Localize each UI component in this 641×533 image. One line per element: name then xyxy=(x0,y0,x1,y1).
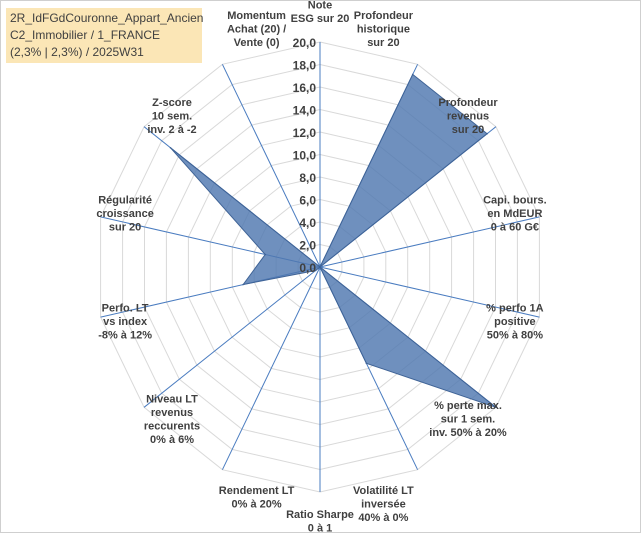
axis-label-line: ESG sur 20 xyxy=(291,13,350,25)
title-box: 2R_IdFGdCouronne_Appart_Ancien C2_Immobi… xyxy=(6,8,204,63)
axis-label-3: Profondeur revenus sur 20 xyxy=(438,97,498,136)
axis-label-2: Profondeur historique sur 20 xyxy=(354,10,414,49)
axis-label-line: vs index xyxy=(103,316,148,328)
axis-label-13: Z-score 10 sem. inv. 2 à -2 xyxy=(147,97,196,136)
axis-label-line: Régularité xyxy=(98,194,152,206)
axis-label-line: 0% à 6% xyxy=(150,434,194,446)
tick-label: 0,0 xyxy=(299,261,316,275)
tick-label: 8,0 xyxy=(299,171,316,185)
axis-label-line: Niveau LT xyxy=(146,393,198,405)
axis-label-line: Note xyxy=(308,0,332,12)
axis-label-line: Perfo. LT xyxy=(102,303,149,315)
axis-label-line: inv. 50% à 20% xyxy=(429,427,507,439)
data-point-6 xyxy=(495,406,497,409)
tick-label: 12,0 xyxy=(293,126,317,140)
axis-label-line: croissance xyxy=(96,208,153,220)
spoke-5 xyxy=(319,266,540,318)
axis-label-line: 0% à 20% xyxy=(232,498,282,510)
axis-label-line: 0 à 1 xyxy=(308,523,332,533)
axis-label-line: Ratio Sharpe xyxy=(286,509,354,521)
axis-label-line: % perte max. xyxy=(434,400,502,412)
axis-label-line: Profondeur xyxy=(438,97,498,109)
data-point-2 xyxy=(411,73,414,76)
data-point-11 xyxy=(242,283,244,286)
title-line-1: 2R_IdFGdCouronne_Appart_Ancien xyxy=(10,11,204,25)
axis-label-11: Perfo. LT vs index -8% à 12% xyxy=(98,303,152,342)
tick-label: 2,0 xyxy=(299,239,316,253)
axis-label-line: historique xyxy=(357,24,410,36)
data-point-13 xyxy=(169,147,172,149)
axis-label-7: Volatilité LT inversée 40% à 0% xyxy=(353,485,414,524)
title-line-3: (2,3% | 2,3%) / 2025W31 xyxy=(10,45,144,59)
tick-label: 4,0 xyxy=(299,216,316,230)
spoke-14 xyxy=(221,64,321,268)
axis-label-6: % perte max. sur 1 sem. inv. 50% à 20% xyxy=(429,400,507,439)
tick-label: 6,0 xyxy=(299,194,316,208)
axis-label-line: Vente (0) xyxy=(234,37,280,49)
radar-series xyxy=(169,73,497,409)
axis-label-line: Momentum xyxy=(227,10,286,22)
axis-label-1: Note ESG sur 20 xyxy=(291,0,350,25)
series-area-1 xyxy=(170,73,497,408)
radar-tick-labels: 0,0 2,0 4,0 6,0 8,0 10,0 12,0 14,0 16,0 18,0 20,0 xyxy=(293,36,317,275)
title-line-2: C2_Immobilier / 1_FRANCE xyxy=(10,28,161,42)
spoke-10 xyxy=(143,266,321,408)
axis-label-line: Profondeur xyxy=(354,10,414,22)
data-point-10 xyxy=(314,269,317,272)
axis-label-line: sur 20 xyxy=(109,221,141,233)
axis-label-line: positive xyxy=(494,316,536,328)
axis-label-line: sur 1 sem. xyxy=(441,414,495,426)
tick-label: 20,0 xyxy=(293,36,317,50)
axis-label-14: Momentum Achat (20) / Vente (0) xyxy=(227,10,286,49)
axis-label-4: Capi. bours. en MdEUR 0 à 60 G€ xyxy=(483,194,547,233)
axis-label-10: Niveau LT revenus reccurents 0% à 6% xyxy=(144,393,200,446)
axis-label-line: Achat (20) / xyxy=(227,24,286,36)
axis-label-line: Capi. bours. xyxy=(483,194,547,206)
spoke-9 xyxy=(221,266,321,470)
axis-label-line: sur 20 xyxy=(367,37,399,49)
axis-label-line: 50% à 80% xyxy=(487,330,543,342)
axis-label-line: inv. 2 à -2 xyxy=(147,124,196,136)
data-point-14 xyxy=(319,266,321,268)
axis-label-line: Rendement LT xyxy=(219,485,295,497)
radar-axis-labels: Note ESG sur 20 Profondeur historique sur 20… xyxy=(96,0,546,533)
axis-label-line: % perfo 1A xyxy=(486,303,544,315)
axis-label-line: Z-score xyxy=(152,97,192,109)
axis-label-line: revenus xyxy=(151,407,193,419)
axis-label-line: 40% à 0% xyxy=(358,512,408,524)
tick-label: 10,0 xyxy=(293,149,317,163)
axis-label-line: sur 20 xyxy=(452,124,484,136)
spoke-4 xyxy=(319,216,540,268)
axis-label-line: en MdEUR xyxy=(487,208,542,220)
tick-label: 18,0 xyxy=(293,59,317,73)
tick-label: 16,0 xyxy=(293,81,317,95)
data-point-3 xyxy=(486,132,488,135)
axis-label-line: 10 sem. xyxy=(152,111,192,123)
axis-label-line: revenus xyxy=(447,111,489,123)
axis-label-5: % perfo 1A positive 50% à 80% xyxy=(486,303,544,342)
axis-label-line: inversée xyxy=(361,498,406,510)
axis-label-line: reccurents xyxy=(144,420,200,432)
axis-label-9: Rendement LT 0% à 20% xyxy=(219,485,295,511)
axis-label-8: Ratio Sharpe 0 à 1 xyxy=(286,509,354,533)
data-point-7 xyxy=(365,362,368,365)
data-point-12 xyxy=(264,253,267,256)
axis-label-line: Volatilité LT xyxy=(353,485,414,497)
tick-label: 14,0 xyxy=(293,104,317,118)
axis-label-line: 0 à 60 G€ xyxy=(491,221,539,233)
axis-label-12: Régularité croissance sur 20 xyxy=(96,194,153,233)
axis-label-line: -8% à 12% xyxy=(98,330,152,342)
